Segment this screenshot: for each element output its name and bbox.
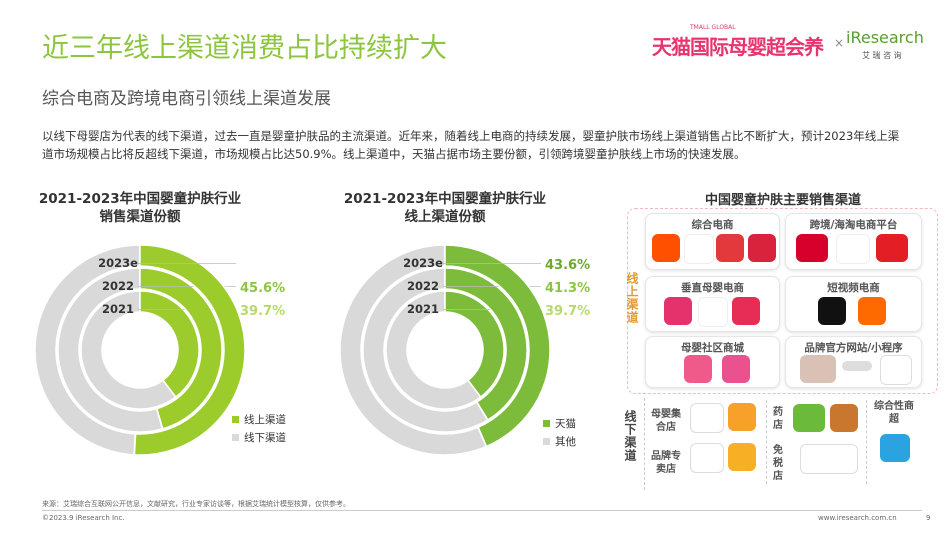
legend-label: 其他: [555, 435, 576, 448]
copyright: ©2023.9 iResearch Inc.: [42, 514, 125, 522]
cross: ×: [834, 36, 845, 50]
source: 来源：艾瑞综合互联网公开信息，文献研究，行业专家访谈等，根据艾瑞统计模型核算，仅…: [42, 500, 350, 508]
ring-label: 2023e: [98, 256, 138, 270]
group-name: 短视频电商: [827, 282, 880, 294]
offline-box: [644, 398, 937, 490]
value-label: 39.7%: [545, 304, 590, 319]
footer-rule: [42, 510, 922, 511]
donut-segment: [133, 244, 246, 456]
chart-title: 2021-2023年中国婴童护肤行业线上渠道份额: [343, 191, 547, 225]
group-name: 品牌官方网站/小程序: [804, 342, 903, 354]
donut-segment: [385, 290, 482, 410]
donut-segment: [362, 267, 489, 433]
value-label: 43.6%: [545, 258, 590, 273]
group-name: 垂直母婴电商: [681, 282, 744, 294]
group-name: 药店: [773, 407, 783, 431]
group-name: 品牌专卖店: [651, 451, 681, 475]
legend-swatch: [543, 438, 550, 445]
group-name: 综合电商: [691, 219, 734, 231]
ring-label: 2022: [102, 279, 134, 293]
online-label: 线上渠道: [625, 272, 639, 324]
divider: [766, 400, 767, 484]
group-card: 跨境/海淘电商平台: [785, 213, 922, 270]
website: www.iresearch.com.cn: [818, 514, 897, 522]
paragraph: 以线下母婴店为代表的线下渠道，过去一直是婴童护肤品的主流渠道。近年来，随着线上电…: [42, 129, 900, 161]
page-number: 9: [926, 514, 931, 522]
group-card: 母婴社区商城: [645, 336, 780, 388]
value-label: 45.6%: [240, 281, 285, 296]
chart-title: 2021-2023年中国婴童护肤行业销售渠道份额: [38, 191, 242, 225]
partner: iResearch: [846, 28, 924, 47]
ring-label: 2022: [407, 279, 439, 293]
value-label: 39.7%: [240, 304, 285, 319]
offline-label: 线下渠道: [623, 410, 637, 462]
legend-swatch: [543, 420, 550, 427]
group-name: 母婴集合店: [651, 409, 681, 433]
legend-label: 线下渠道: [244, 431, 286, 444]
brand: 天猫国际母婴超会养: [652, 35, 824, 59]
slide-title: 近三年线上渠道消费占比持续扩大: [42, 33, 447, 64]
group-name: 综合性商超: [874, 401, 914, 425]
legend-label: 线上渠道: [244, 413, 286, 426]
diagram-title: 中国婴童护肤主要销售渠道: [704, 193, 861, 208]
group-name: 母婴社区商城: [681, 342, 744, 354]
legend-swatch: [232, 416, 239, 423]
ring-label: 2021: [102, 302, 134, 316]
donut-segment: [34, 244, 141, 456]
donut-segment: [57, 267, 164, 433]
donut-segment: [80, 290, 177, 410]
group-card: 综合电商: [645, 213, 780, 270]
online-box: [627, 208, 938, 394]
group-card: 品牌官方网站/小程序: [785, 336, 922, 388]
partner-cn: 艾 瑞 咨 询: [862, 51, 902, 60]
donut-segment: [139, 267, 223, 430]
group-card: 垂直母婴电商: [645, 276, 780, 332]
divider: [866, 400, 867, 484]
legend-label: 天猫: [555, 417, 576, 430]
legend-swatch: [232, 434, 239, 441]
ring-label: 2021: [407, 302, 439, 316]
subtitle: 综合电商及跨境电商引领线上渠道发展: [42, 89, 331, 109]
ring-label: 2023e: [403, 256, 443, 270]
value-label: 41.3%: [545, 281, 590, 296]
group-name: 跨境/海淘电商平台: [809, 219, 898, 231]
donut-segment: [339, 244, 488, 456]
brand-small: TMALL GLOBAL: [690, 24, 736, 31]
group-name: 免税店: [773, 445, 783, 482]
group-card: 短视频电商: [785, 276, 922, 332]
